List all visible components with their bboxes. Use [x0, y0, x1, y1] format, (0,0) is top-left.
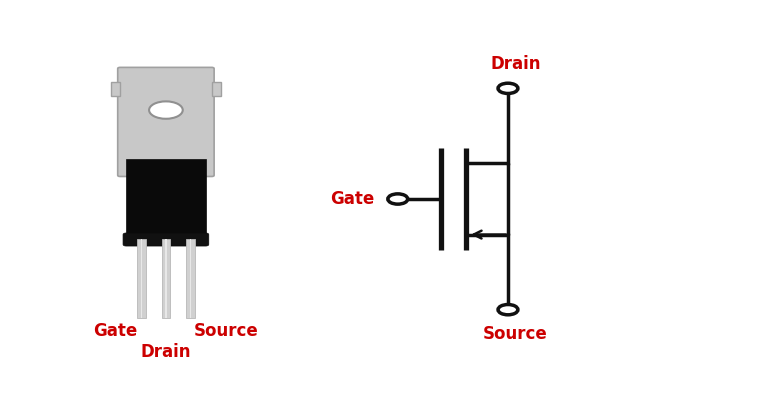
Bar — [165, 238, 167, 318]
FancyBboxPatch shape — [118, 67, 214, 176]
Circle shape — [498, 304, 518, 315]
Bar — [162, 238, 170, 318]
Text: Drain: Drain — [491, 55, 541, 72]
Circle shape — [388, 194, 408, 204]
Text: Gate: Gate — [94, 322, 137, 339]
Circle shape — [498, 83, 518, 94]
Text: Drain: Drain — [141, 343, 191, 361]
Bar — [126, 160, 206, 238]
Circle shape — [149, 101, 183, 119]
Text: Source: Source — [194, 322, 259, 339]
Text: Gate: Gate — [330, 190, 375, 208]
Bar — [141, 238, 142, 318]
Bar — [186, 238, 194, 318]
FancyBboxPatch shape — [123, 233, 209, 246]
Bar — [190, 238, 191, 318]
Bar — [111, 82, 120, 96]
Bar — [137, 238, 146, 318]
Text: Source: Source — [483, 326, 548, 343]
Bar — [212, 82, 221, 96]
